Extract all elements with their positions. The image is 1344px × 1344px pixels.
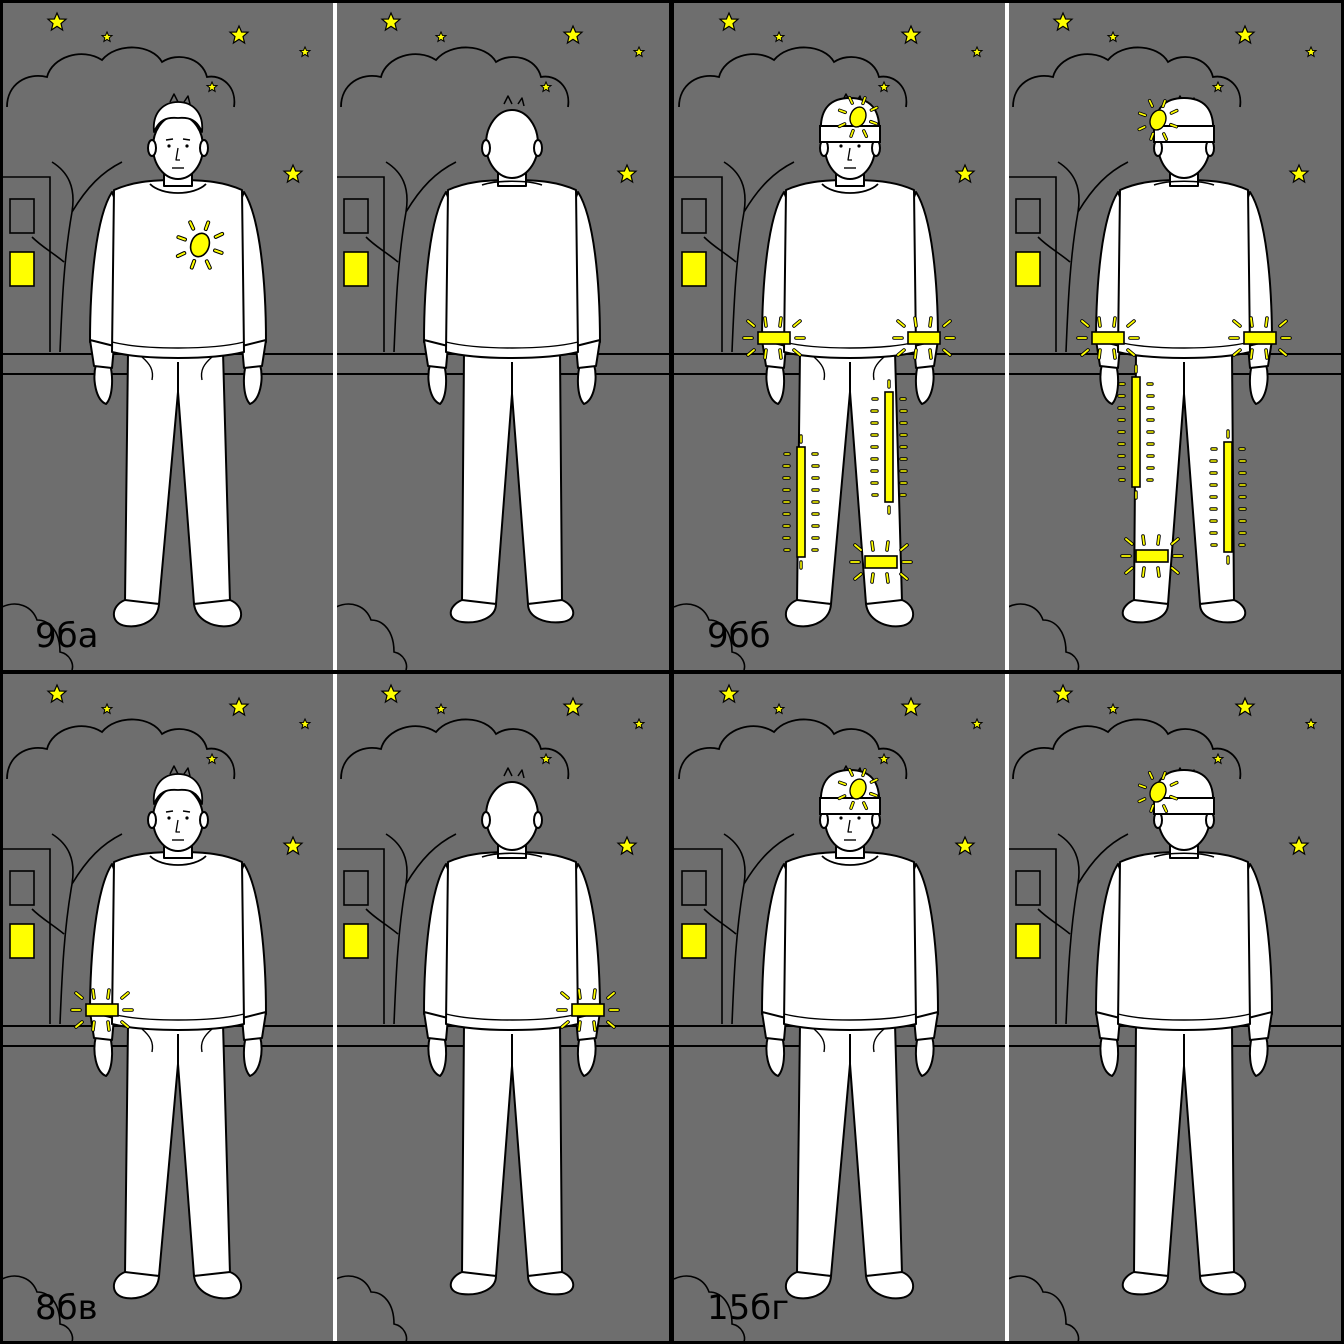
view-divider — [1005, 674, 1009, 1342]
panel-label: 9бб — [707, 616, 771, 656]
panel-15bg: 15бг — [674, 674, 1341, 1342]
panel-9bb: 9бб — [674, 2, 1341, 670]
panel-8bv: 8бв — [2, 674, 669, 1342]
front-view — [2, 674, 335, 1342]
panel-label: 8бв — [35, 1288, 98, 1328]
view-divider — [333, 2, 337, 670]
back-view — [1008, 674, 1341, 1342]
panel-label: 9ба — [35, 616, 98, 656]
view-divider — [1005, 2, 1009, 670]
back-view — [336, 674, 669, 1342]
panel-9ba: 9ба — [2, 2, 669, 670]
view-divider — [333, 674, 337, 1342]
back-view — [336, 2, 669, 670]
front-view — [674, 674, 1007, 1342]
front-view — [2, 2, 335, 670]
back-view — [1008, 2, 1341, 670]
front-view — [674, 2, 1007, 670]
panel-label: 15бг — [707, 1288, 789, 1328]
